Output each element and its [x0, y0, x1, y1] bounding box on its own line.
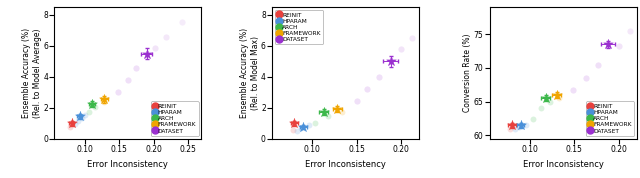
Point — [87, 103, 97, 105]
Point — [289, 122, 300, 125]
Point — [554, 97, 564, 100]
Point — [323, 115, 333, 118]
Point — [603, 43, 613, 46]
Legend: REINIT, HPARAM, ARCH, FRAMEWORK, DATASET: REINIT, HPARAM, ARCH, FRAMEWORK, DATASET — [275, 10, 323, 44]
Point — [337, 110, 347, 113]
Point — [362, 88, 372, 91]
Point — [310, 121, 320, 124]
X-axis label: Error Inconsistency: Error Inconsistency — [305, 160, 386, 169]
Point — [99, 101, 109, 104]
Point — [73, 120, 83, 122]
Point — [292, 130, 302, 132]
Point — [568, 88, 578, 91]
Point — [593, 63, 603, 66]
Point — [374, 75, 384, 78]
Point — [141, 52, 152, 55]
Point — [545, 100, 556, 103]
Legend: REINIT, HPARAM, ARCH, FRAMEWORK, DATASET: REINIT, HPARAM, ARCH, FRAMEWORK, DATASET — [586, 101, 634, 136]
Point — [75, 115, 85, 118]
Point — [113, 90, 123, 93]
Point — [83, 110, 93, 113]
Point — [296, 127, 307, 130]
Point — [70, 123, 80, 125]
Y-axis label: Ensemble Accuracy (%)
(Rel. to Model Average): Ensemble Accuracy (%) (Rel. to Model Ave… — [22, 28, 42, 118]
Point — [552, 93, 562, 96]
Y-axis label: Ensemble Accuracy (%)
(Rel. to Model Max): Ensemble Accuracy (%) (Rel. to Model Max… — [240, 28, 260, 118]
X-axis label: Error Inconsistency: Error Inconsistency — [88, 160, 168, 169]
Point — [303, 124, 314, 127]
Y-axis label: Conversion Rate (%): Conversion Rate (%) — [463, 34, 472, 112]
Point — [625, 29, 635, 32]
Point — [177, 20, 188, 23]
Point — [332, 107, 342, 110]
Point — [150, 47, 160, 50]
Point — [505, 127, 515, 130]
Point — [407, 37, 417, 40]
Point — [99, 98, 109, 101]
Point — [287, 128, 298, 131]
Point — [385, 60, 396, 63]
Point — [90, 106, 100, 109]
X-axis label: Error Inconsistency: Error Inconsistency — [523, 160, 604, 169]
Point — [614, 45, 624, 48]
Point — [541, 97, 551, 100]
Point — [507, 124, 517, 127]
Point — [516, 124, 526, 127]
Point — [67, 122, 77, 125]
Point — [161, 36, 171, 39]
Point — [509, 127, 520, 130]
Point — [581, 77, 591, 79]
Point — [65, 126, 76, 129]
Point — [298, 125, 308, 128]
Point — [319, 110, 329, 113]
Point — [521, 124, 531, 127]
Legend: REINIT, HPARAM, ARCH, FRAMEWORK, DATASET: REINIT, HPARAM, ARCH, FRAMEWORK, DATASET — [151, 101, 198, 136]
Point — [536, 107, 547, 110]
Point — [396, 48, 406, 50]
Point — [131, 67, 141, 70]
Point — [77, 116, 87, 119]
Point — [527, 117, 538, 120]
Point — [514, 126, 524, 129]
Point — [80, 113, 90, 116]
Point — [122, 78, 132, 81]
Point — [351, 100, 362, 102]
